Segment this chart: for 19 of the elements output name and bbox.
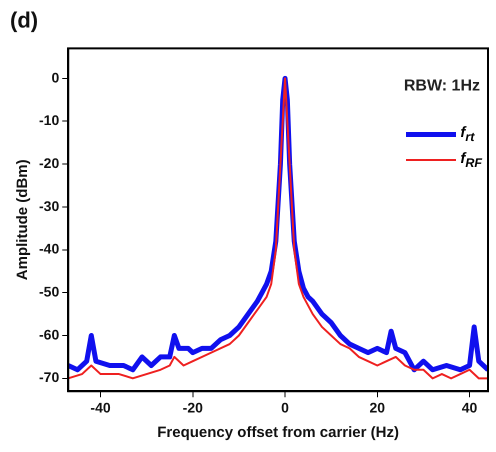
- y-tick-label: -70: [39, 369, 60, 386]
- annotation: RBW: 1Hz: [404, 77, 480, 94]
- y-tick-label: 0: [51, 69, 60, 86]
- legend-label: f$_{rt}$: [460, 124, 474, 144]
- y-tick-label: -60: [39, 326, 60, 342]
- x-tick-label: 20: [370, 399, 386, 416]
- x-axis-title: Frequency offset from carrier (Hz): [157, 424, 399, 442]
- y-tick-label: -30: [39, 198, 60, 214]
- x-tick-label: 0: [281, 399, 290, 416]
- y-axis-title: Amplitude (dBm): [14, 159, 32, 280]
- x-tick-label: -20: [182, 399, 204, 416]
- y-tick-label: -40: [39, 240, 60, 257]
- y-tick-label: -10: [39, 112, 60, 128]
- x-tick-label: -40: [90, 399, 111, 416]
- legend-label: f$_{RF}$: [460, 150, 482, 170]
- y-tick-label: -20: [39, 154, 60, 171]
- chart-title: (d): [10, 7, 38, 32]
- y-tick-label: -50: [39, 284, 60, 300]
- x-tick-label: 40: [462, 399, 478, 416]
